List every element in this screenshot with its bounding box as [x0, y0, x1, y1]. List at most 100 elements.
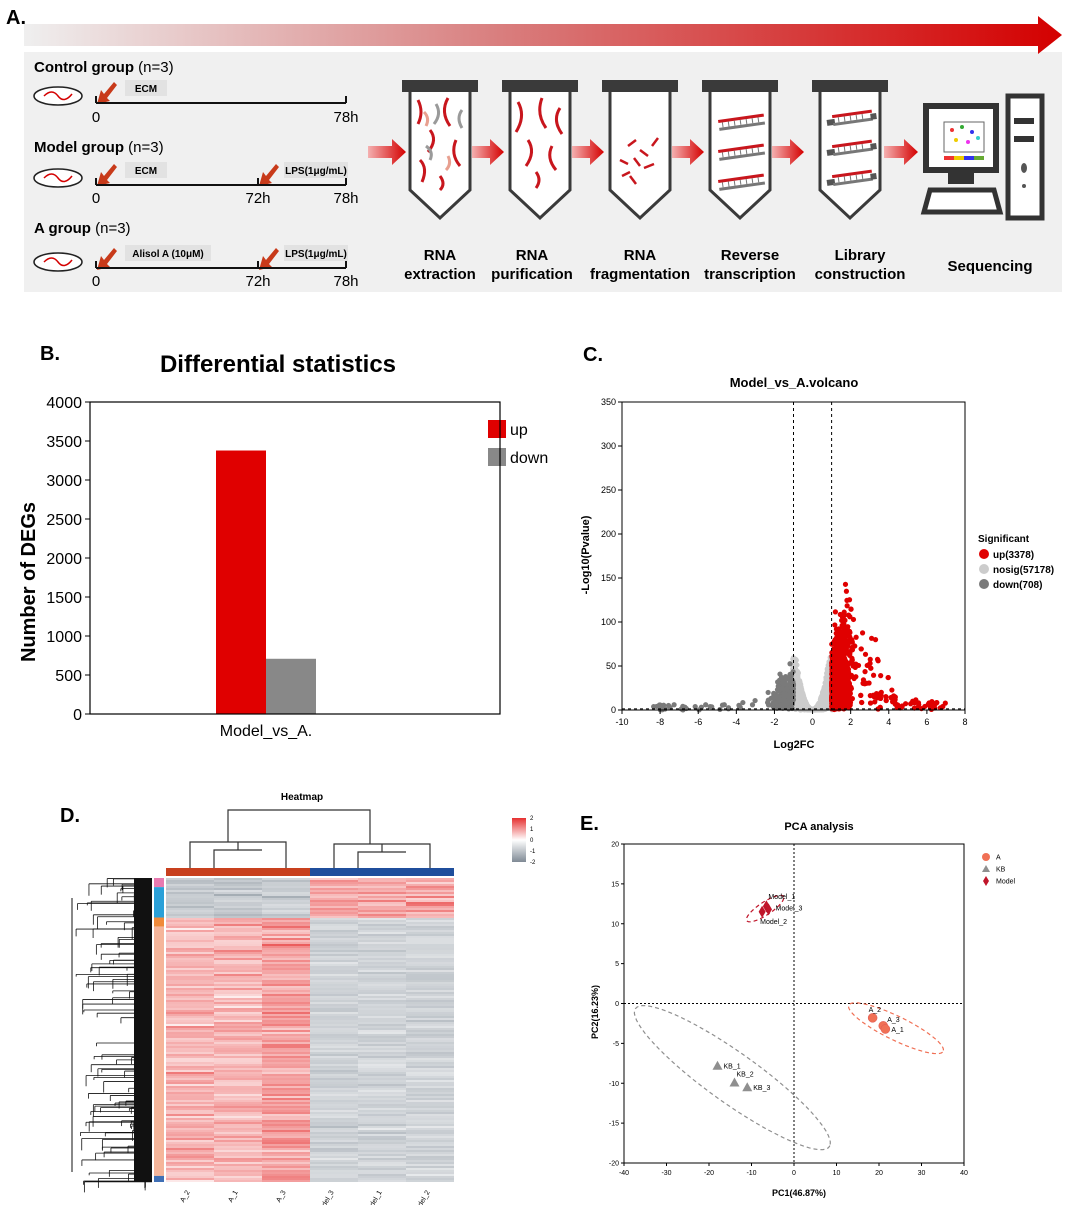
heatmap-cell — [166, 1054, 214, 1056]
heatmap-cell — [262, 1060, 310, 1062]
heatmap-cell — [262, 924, 310, 926]
heatmap-cell — [310, 1104, 358, 1106]
up-point — [859, 699, 865, 706]
heatmap-cell — [310, 1088, 358, 1090]
heatmap-cell — [166, 1122, 214, 1124]
legend-marker — [983, 876, 989, 886]
heatmap-cell — [310, 1150, 358, 1152]
legend-label: A — [996, 855, 1001, 862]
up-point — [841, 609, 847, 615]
down-point — [787, 700, 793, 706]
heatmap-cell — [166, 1112, 214, 1114]
cell-icon — [43, 173, 73, 183]
heatmap-cell — [358, 1104, 406, 1106]
up-point — [848, 606, 854, 612]
heatmap-cell — [358, 1018, 406, 1020]
heatmap-cell — [166, 1010, 214, 1012]
heatmap-cell — [310, 892, 358, 894]
group-a: A group (n=3) Alisol A (10μM) LPS(1μg/mL… — [33, 220, 359, 290]
heatmap-cell — [406, 1140, 454, 1142]
up-point — [832, 650, 838, 657]
up-point — [867, 700, 874, 706]
heatmap-cell — [310, 1078, 358, 1080]
up-point — [830, 640, 837, 646]
heatmap-cell — [310, 1048, 358, 1050]
step-label: RNA — [516, 247, 549, 264]
heatmap-cell — [214, 1010, 262, 1012]
heatmap-cell — [358, 894, 406, 896]
up-point — [838, 644, 844, 650]
heatmap-cell — [166, 1080, 214, 1082]
heatmap-cell — [358, 904, 406, 906]
heatmap-cell — [358, 1098, 406, 1100]
heatmap-cell — [214, 1056, 262, 1058]
heatmap-cell — [166, 1176, 214, 1178]
heatmap-cell — [406, 958, 454, 960]
heatmap-cell — [358, 972, 406, 974]
heatmap-cell — [358, 954, 406, 956]
bar-chart: B. Differential statistics Number of DEG… — [18, 343, 548, 740]
heatmap-cell — [166, 1064, 214, 1066]
down-point — [771, 690, 777, 696]
nosig-point — [797, 678, 803, 684]
chart-title: PCA analysis — [784, 821, 853, 833]
heatmap-cell — [358, 1108, 406, 1110]
heatmap-cell — [358, 1046, 406, 1048]
heatmap-cell — [310, 1068, 358, 1070]
heatmap-cell — [358, 1036, 406, 1038]
down-point — [777, 671, 783, 677]
nosig-point — [824, 682, 830, 688]
down-point — [752, 697, 758, 704]
heatmap-cell — [358, 1092, 406, 1094]
heatmap-cell — [214, 964, 262, 966]
heatmap-cell — [262, 998, 310, 1000]
row-cluster-cell — [154, 878, 164, 888]
heatmap-cell — [310, 1080, 358, 1082]
group-title: Control group (n=3) — [34, 59, 174, 76]
heatmap-cell — [310, 976, 358, 978]
heatmap-cell — [166, 894, 214, 896]
heatmap-cell — [214, 990, 262, 992]
legend-marker-up — [979, 549, 989, 559]
y-axis-label: PC2(16.23%) — [590, 985, 600, 1039]
heatmap-cell — [166, 990, 214, 992]
heatmap-cell — [358, 1012, 406, 1014]
heatmap-cell — [262, 910, 310, 912]
heatmap-cell — [406, 1042, 454, 1044]
heatmap-cell — [406, 954, 454, 956]
up-point — [845, 698, 851, 704]
up-point — [839, 622, 845, 629]
heatmap-cell — [358, 1164, 406, 1166]
heatmap-cell — [310, 970, 358, 972]
heatmap-cell — [406, 1036, 454, 1038]
heatmap-cell — [358, 1026, 406, 1028]
heatmap-cell — [214, 1130, 262, 1132]
up-point — [831, 703, 837, 709]
heatmap-cell — [310, 1094, 358, 1096]
heatmap-cell — [214, 1060, 262, 1062]
y-tick-label: -20 — [609, 1161, 619, 1168]
heatmap-cell — [358, 902, 406, 904]
x-tick-label: 0 — [792, 1170, 796, 1177]
heatmap-cell — [262, 972, 310, 974]
heatmap-cell — [166, 1166, 214, 1168]
up-point — [834, 692, 840, 698]
heatmap-cell — [214, 1132, 262, 1134]
rna-strands — [416, 97, 462, 192]
panel-label-e: E. — [580, 813, 599, 835]
legend-title: Significant — [978, 534, 1030, 545]
heatmap-cell — [406, 1032, 454, 1034]
heatmap-cell — [310, 1040, 358, 1042]
heatmap-cell — [358, 982, 406, 984]
heatmap-cell — [310, 1070, 358, 1072]
heatmap-cell — [166, 1030, 214, 1032]
heatmap-cell — [214, 954, 262, 956]
color-scale-tick: 0 — [530, 838, 534, 844]
y-axis-label: Number of DEGs — [18, 502, 40, 662]
heatmap-cell — [166, 986, 214, 988]
heatmap-cell — [214, 880, 262, 882]
step-label: construction — [815, 266, 906, 283]
heatmap-cell — [358, 980, 406, 982]
heatmap-cell — [406, 1150, 454, 1152]
heatmap-cell — [214, 1066, 262, 1068]
